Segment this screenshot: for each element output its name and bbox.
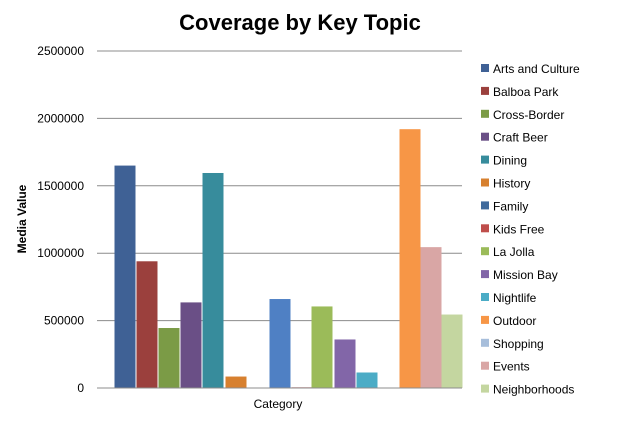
legend: Arts and Culture Balboa Park Cross-Border C… [481, 62, 580, 397]
bar-arts-and-culture [114, 165, 136, 388]
legend-label-cross-border: Cross-Border [493, 108, 564, 122]
bar-events [420, 247, 442, 388]
legend-label-kids-free: Kids Free [493, 222, 545, 236]
bar-kids-free [269, 299, 291, 388]
legend-swatch-la-jolla [481, 247, 489, 256]
bar-balboa-park [136, 261, 158, 388]
legend-label-balboa-park: Balboa Park [493, 85, 559, 99]
y-axis-ticks: 0 500000 1000000 1500000 2000000 2500000 [37, 44, 84, 395]
legend-label-nightlife: Nightlife [493, 291, 537, 305]
bar-cross-border [158, 328, 180, 388]
bar-history [225, 376, 247, 388]
legend-swatch-events [481, 361, 489, 370]
legend-label-history: History [493, 177, 530, 191]
y-tick-label-3: 1500000 [37, 179, 84, 193]
legend-label-family: Family [493, 199, 528, 213]
legend-swatch-arts-and-culture [481, 64, 489, 72]
bar-neighborhoods [441, 314, 463, 388]
y-tick-label-5: 2500000 [37, 44, 84, 58]
bars [114, 129, 463, 388]
legend-label-dining: Dining [493, 154, 527, 168]
legend-label-outdoor: Outdoor [493, 314, 536, 328]
bar-mission-bay [311, 306, 333, 388]
y-tick-label-4: 2000000 [37, 111, 84, 125]
bar-outdoor [356, 372, 378, 388]
bar-nightlife [334, 339, 356, 388]
legend-label-mission-bay: Mission Bay [493, 268, 558, 282]
legend-swatch-nightlife [481, 293, 489, 301]
x-axis-label: Category [254, 397, 303, 411]
legend-label-shopping: Shopping [493, 337, 544, 351]
y-tick-label-2: 1000000 [37, 246, 84, 260]
legend-swatch-dining [481, 155, 489, 164]
y-axis-label: Media Value [15, 184, 29, 253]
y-tick-label-1: 500000 [44, 314, 84, 328]
legend-swatch-balboa-park [481, 86, 489, 95]
legend-swatch-cross-border [481, 109, 489, 118]
bar-dining [202, 172, 224, 388]
legend-swatch-kids-free [481, 224, 489, 233]
legend-swatch-craft-beer [481, 132, 489, 141]
legend-swatch-neighborhoods [481, 384, 489, 393]
legend-label-neighborhoods: Neighborhoods [493, 383, 574, 397]
legend-swatch-family [481, 201, 489, 210]
legend-label-events: Events [493, 360, 530, 374]
chart-title: Coverage by Key Topic [179, 10, 421, 35]
bar-shopping [399, 129, 421, 388]
y-tick-label-0: 0 [77, 381, 84, 395]
bar-craft-beer [180, 302, 202, 388]
legend-swatch-history [481, 178, 489, 187]
legend-swatch-outdoor [481, 315, 489, 324]
legend-label-la-jolla: La Jolla [493, 245, 535, 259]
legend-label-craft-beer: Craft Beer [493, 131, 548, 145]
legend-label-arts-and-culture: Arts and Culture [493, 62, 580, 76]
legend-swatch-mission-bay [481, 270, 489, 279]
legend-swatch-shopping [481, 338, 489, 347]
